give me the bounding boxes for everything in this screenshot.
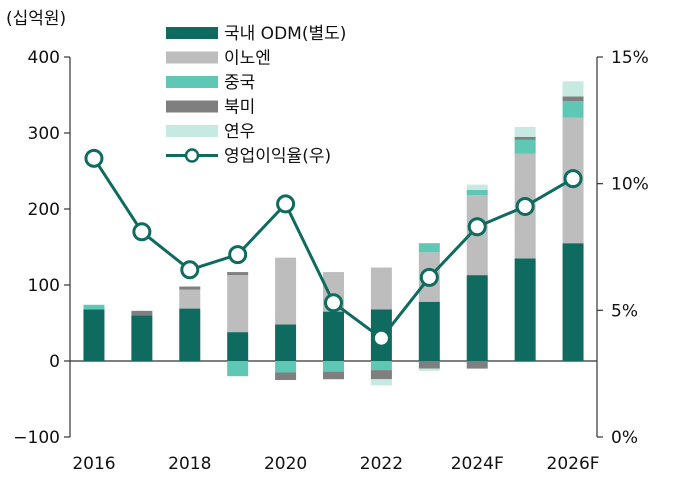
y2-tick-labels: 0% 5% 10% 15% bbox=[597, 48, 649, 448]
bar-segment bbox=[275, 372, 297, 380]
bar-segment bbox=[370, 267, 392, 310]
bar-segment bbox=[466, 184, 488, 190]
line-series bbox=[84, 148, 583, 348]
line-point bbox=[84, 148, 104, 168]
bar-segment bbox=[323, 361, 344, 372]
legend-swatch bbox=[166, 27, 218, 39]
y-tick-label: 300 bbox=[28, 124, 60, 144]
line-point bbox=[467, 217, 487, 237]
legend-label: 중국 bbox=[224, 73, 255, 93]
bar-segment bbox=[562, 243, 584, 361]
y2-tick-label: 10% bbox=[611, 175, 649, 195]
line-point bbox=[515, 196, 535, 216]
y-tick-labels: −100 0 100 200 300 400 bbox=[13, 48, 70, 448]
line-point bbox=[132, 222, 152, 242]
line-point bbox=[180, 260, 200, 280]
line-point bbox=[419, 267, 439, 287]
y-tick-label: 400 bbox=[28, 48, 60, 68]
y-tick-label: 200 bbox=[28, 200, 60, 220]
bar-segment bbox=[323, 371, 344, 380]
bar-segment bbox=[83, 309, 105, 361]
x-tick-label: 2022 bbox=[360, 454, 403, 474]
bar-segment bbox=[562, 101, 584, 118]
bar-segment bbox=[227, 332, 249, 361]
bar-segment bbox=[275, 324, 297, 361]
bar-segment bbox=[418, 368, 440, 371]
legend-label: 국내 ODM(별도) bbox=[224, 24, 346, 44]
bar-segment bbox=[466, 275, 488, 361]
bar-segment bbox=[131, 310, 153, 316]
bar-segment bbox=[466, 190, 488, 196]
bar-segment bbox=[514, 139, 536, 154]
bar-segment bbox=[227, 275, 249, 333]
bar-segment bbox=[227, 272, 249, 276]
bar-segment bbox=[179, 286, 201, 290]
line-point bbox=[371, 328, 391, 348]
legend-swatch bbox=[166, 76, 218, 88]
line-point bbox=[324, 293, 343, 313]
y-tick-label: 100 bbox=[28, 276, 60, 296]
bar-segment bbox=[514, 258, 536, 361]
legend-label: 연우 bbox=[224, 122, 255, 142]
x-tick-label: 2020 bbox=[264, 454, 307, 474]
x-tick-label: 2024F bbox=[451, 454, 504, 474]
y-tick-label: 0 bbox=[49, 352, 60, 372]
bar-segment bbox=[275, 257, 297, 325]
bar-segment bbox=[562, 81, 584, 97]
legend-label: 북미 bbox=[224, 98, 255, 118]
bar-segment bbox=[370, 361, 392, 371]
legend-label: 이노엔 bbox=[224, 49, 271, 69]
bar-segment bbox=[179, 289, 201, 309]
bar-segment bbox=[83, 304, 105, 310]
line-point bbox=[228, 245, 248, 265]
y2-tick-label: 15% bbox=[611, 48, 649, 68]
bar-segment bbox=[418, 361, 440, 369]
line-point bbox=[276, 194, 296, 214]
bar-segment bbox=[179, 308, 201, 361]
bar-segment bbox=[466, 361, 488, 369]
bar-segment bbox=[418, 301, 440, 361]
bar-segment bbox=[514, 126, 536, 137]
legend-label: 영업이익율(우) bbox=[224, 147, 331, 167]
legend-swatch bbox=[166, 51, 218, 64]
y-tick-label: −100 bbox=[13, 428, 60, 448]
bar-segment bbox=[514, 136, 536, 140]
bar-segment bbox=[370, 379, 392, 386]
x-tick-label: 2026F bbox=[547, 454, 600, 474]
bars bbox=[83, 81, 584, 386]
bar-segment bbox=[323, 311, 344, 361]
x-tick-label: 2018 bbox=[168, 454, 211, 474]
bar-segment bbox=[370, 370, 392, 380]
bar-segment bbox=[562, 96, 584, 102]
line-point bbox=[563, 169, 583, 189]
bar-segment bbox=[275, 361, 297, 373]
x-tick-label: 2016 bbox=[72, 454, 115, 474]
x-tick-labels: 2016 2018 2020 2022 2024F 2026F bbox=[72, 454, 599, 474]
legend-line-marker bbox=[184, 148, 200, 163]
bar-segment bbox=[131, 315, 153, 361]
bar-segment bbox=[418, 243, 440, 253]
y-unit-label: (십억원) bbox=[6, 9, 66, 29]
y2-tick-label: 0% bbox=[611, 428, 638, 448]
y2-tick-label: 5% bbox=[611, 301, 638, 321]
legend-swatch bbox=[166, 100, 218, 113]
legend-swatch bbox=[166, 125, 218, 137]
bar-segment bbox=[227, 361, 249, 377]
